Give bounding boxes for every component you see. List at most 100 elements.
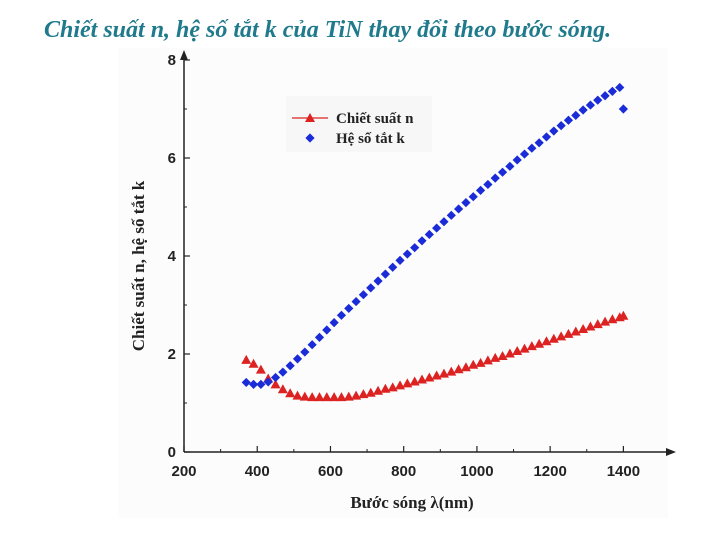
data-point bbox=[615, 82, 625, 93]
y-axis-arrow bbox=[180, 50, 188, 60]
data-point bbox=[417, 236, 427, 246]
data-point bbox=[314, 332, 325, 342]
data-point bbox=[388, 262, 398, 272]
data-point bbox=[285, 388, 296, 398]
data-point bbox=[504, 348, 515, 358]
data-point bbox=[454, 204, 464, 214]
data-point bbox=[248, 358, 259, 368]
data-point bbox=[585, 100, 596, 110]
data-point bbox=[600, 316, 611, 326]
data-point bbox=[468, 192, 478, 202]
data-point bbox=[460, 362, 471, 372]
data-point bbox=[336, 392, 347, 402]
data-point bbox=[322, 325, 332, 335]
data-point bbox=[563, 328, 574, 338]
data-point bbox=[278, 367, 288, 377]
data-point bbox=[344, 303, 354, 314]
data-point bbox=[618, 310, 629, 320]
data-point bbox=[395, 255, 405, 266]
x-axis-arrow bbox=[666, 448, 676, 456]
data-point bbox=[618, 104, 628, 114]
x-tick-label-200: 200 bbox=[171, 463, 196, 480]
data-point bbox=[307, 340, 317, 350]
data-point bbox=[321, 392, 332, 402]
y-tick-label-4: 4 bbox=[168, 248, 177, 265]
data-point bbox=[373, 276, 383, 286]
data-point bbox=[248, 379, 259, 389]
data-point bbox=[585, 321, 596, 331]
series-n bbox=[241, 310, 629, 402]
data-point bbox=[366, 283, 376, 293]
data-point bbox=[600, 91, 610, 101]
data-point bbox=[270, 372, 281, 383]
data-point bbox=[512, 346, 523, 356]
data-point bbox=[512, 155, 522, 165]
data-point bbox=[519, 343, 530, 353]
data-point bbox=[292, 390, 303, 400]
data-point bbox=[380, 383, 391, 393]
data-point bbox=[556, 121, 566, 131]
data-point bbox=[570, 326, 581, 336]
data-point bbox=[329, 318, 339, 328]
data-point bbox=[563, 115, 574, 125]
data-point bbox=[351, 296, 361, 307]
data-point bbox=[483, 179, 493, 190]
data-point bbox=[461, 197, 471, 208]
x-tick-label-1200: 1200 bbox=[533, 463, 566, 480]
data-point bbox=[241, 354, 252, 364]
x-tick-label-600: 600 bbox=[318, 463, 343, 480]
data-point bbox=[277, 384, 288, 394]
data-point bbox=[432, 223, 442, 233]
data-point bbox=[592, 319, 603, 329]
x-tick-label-800: 800 bbox=[391, 463, 416, 480]
data-point bbox=[534, 338, 545, 348]
data-point bbox=[526, 341, 537, 351]
legend-label-k: Hệ số tắt k bbox=[336, 131, 405, 147]
data-point bbox=[578, 105, 588, 115]
legend-symbol-k bbox=[305, 133, 315, 143]
data-point bbox=[300, 347, 310, 357]
data-point bbox=[256, 379, 266, 389]
data-point bbox=[402, 249, 412, 259]
data-point bbox=[505, 161, 515, 171]
data-point bbox=[475, 357, 486, 367]
slide-title: Chiết suất n, hệ số tắt k của TiN thay đ… bbox=[44, 17, 612, 43]
legend-marker-n bbox=[292, 113, 328, 122]
legend-label-n: Chiết suất n bbox=[336, 111, 414, 127]
x-axis-label: Bước sóng λ(nm) bbox=[350, 493, 473, 512]
data-point bbox=[482, 355, 493, 365]
y-axis-label: Chiết suất n, hệ số tắt k bbox=[129, 180, 148, 351]
data-point bbox=[299, 391, 310, 401]
data-point bbox=[541, 336, 552, 346]
data-point bbox=[343, 391, 354, 401]
data-point bbox=[534, 138, 544, 148]
y-tick-label-6: 6 bbox=[168, 150, 176, 167]
legend-marker-k bbox=[305, 133, 315, 143]
data-point bbox=[241, 377, 251, 388]
x-tick-label-1000: 1000 bbox=[460, 463, 493, 480]
data-point bbox=[497, 167, 508, 177]
data-point bbox=[446, 210, 456, 220]
data-point bbox=[270, 379, 281, 389]
series-k bbox=[241, 82, 628, 389]
data-point bbox=[351, 390, 362, 400]
data-point bbox=[519, 149, 530, 159]
y-tick-label-2: 2 bbox=[168, 346, 176, 363]
x-tick-label-400: 400 bbox=[245, 463, 270, 480]
data-point bbox=[446, 366, 457, 376]
data-point bbox=[424, 229, 434, 240]
legend: Chiết suất n Hệ số tắt k bbox=[286, 96, 432, 152]
data-point bbox=[571, 110, 581, 120]
data-point bbox=[255, 364, 266, 374]
x-tick-label-1400: 1400 bbox=[607, 463, 640, 480]
data-point bbox=[548, 333, 559, 343]
data-point bbox=[490, 173, 500, 183]
y-tick-label-0: 0 bbox=[168, 444, 176, 461]
data-point bbox=[314, 392, 325, 402]
data-point bbox=[263, 377, 273, 387]
data-point bbox=[475, 185, 486, 195]
data-point bbox=[285, 361, 295, 371]
y-tick-label-8: 8 bbox=[168, 52, 176, 69]
data-point bbox=[358, 389, 369, 399]
